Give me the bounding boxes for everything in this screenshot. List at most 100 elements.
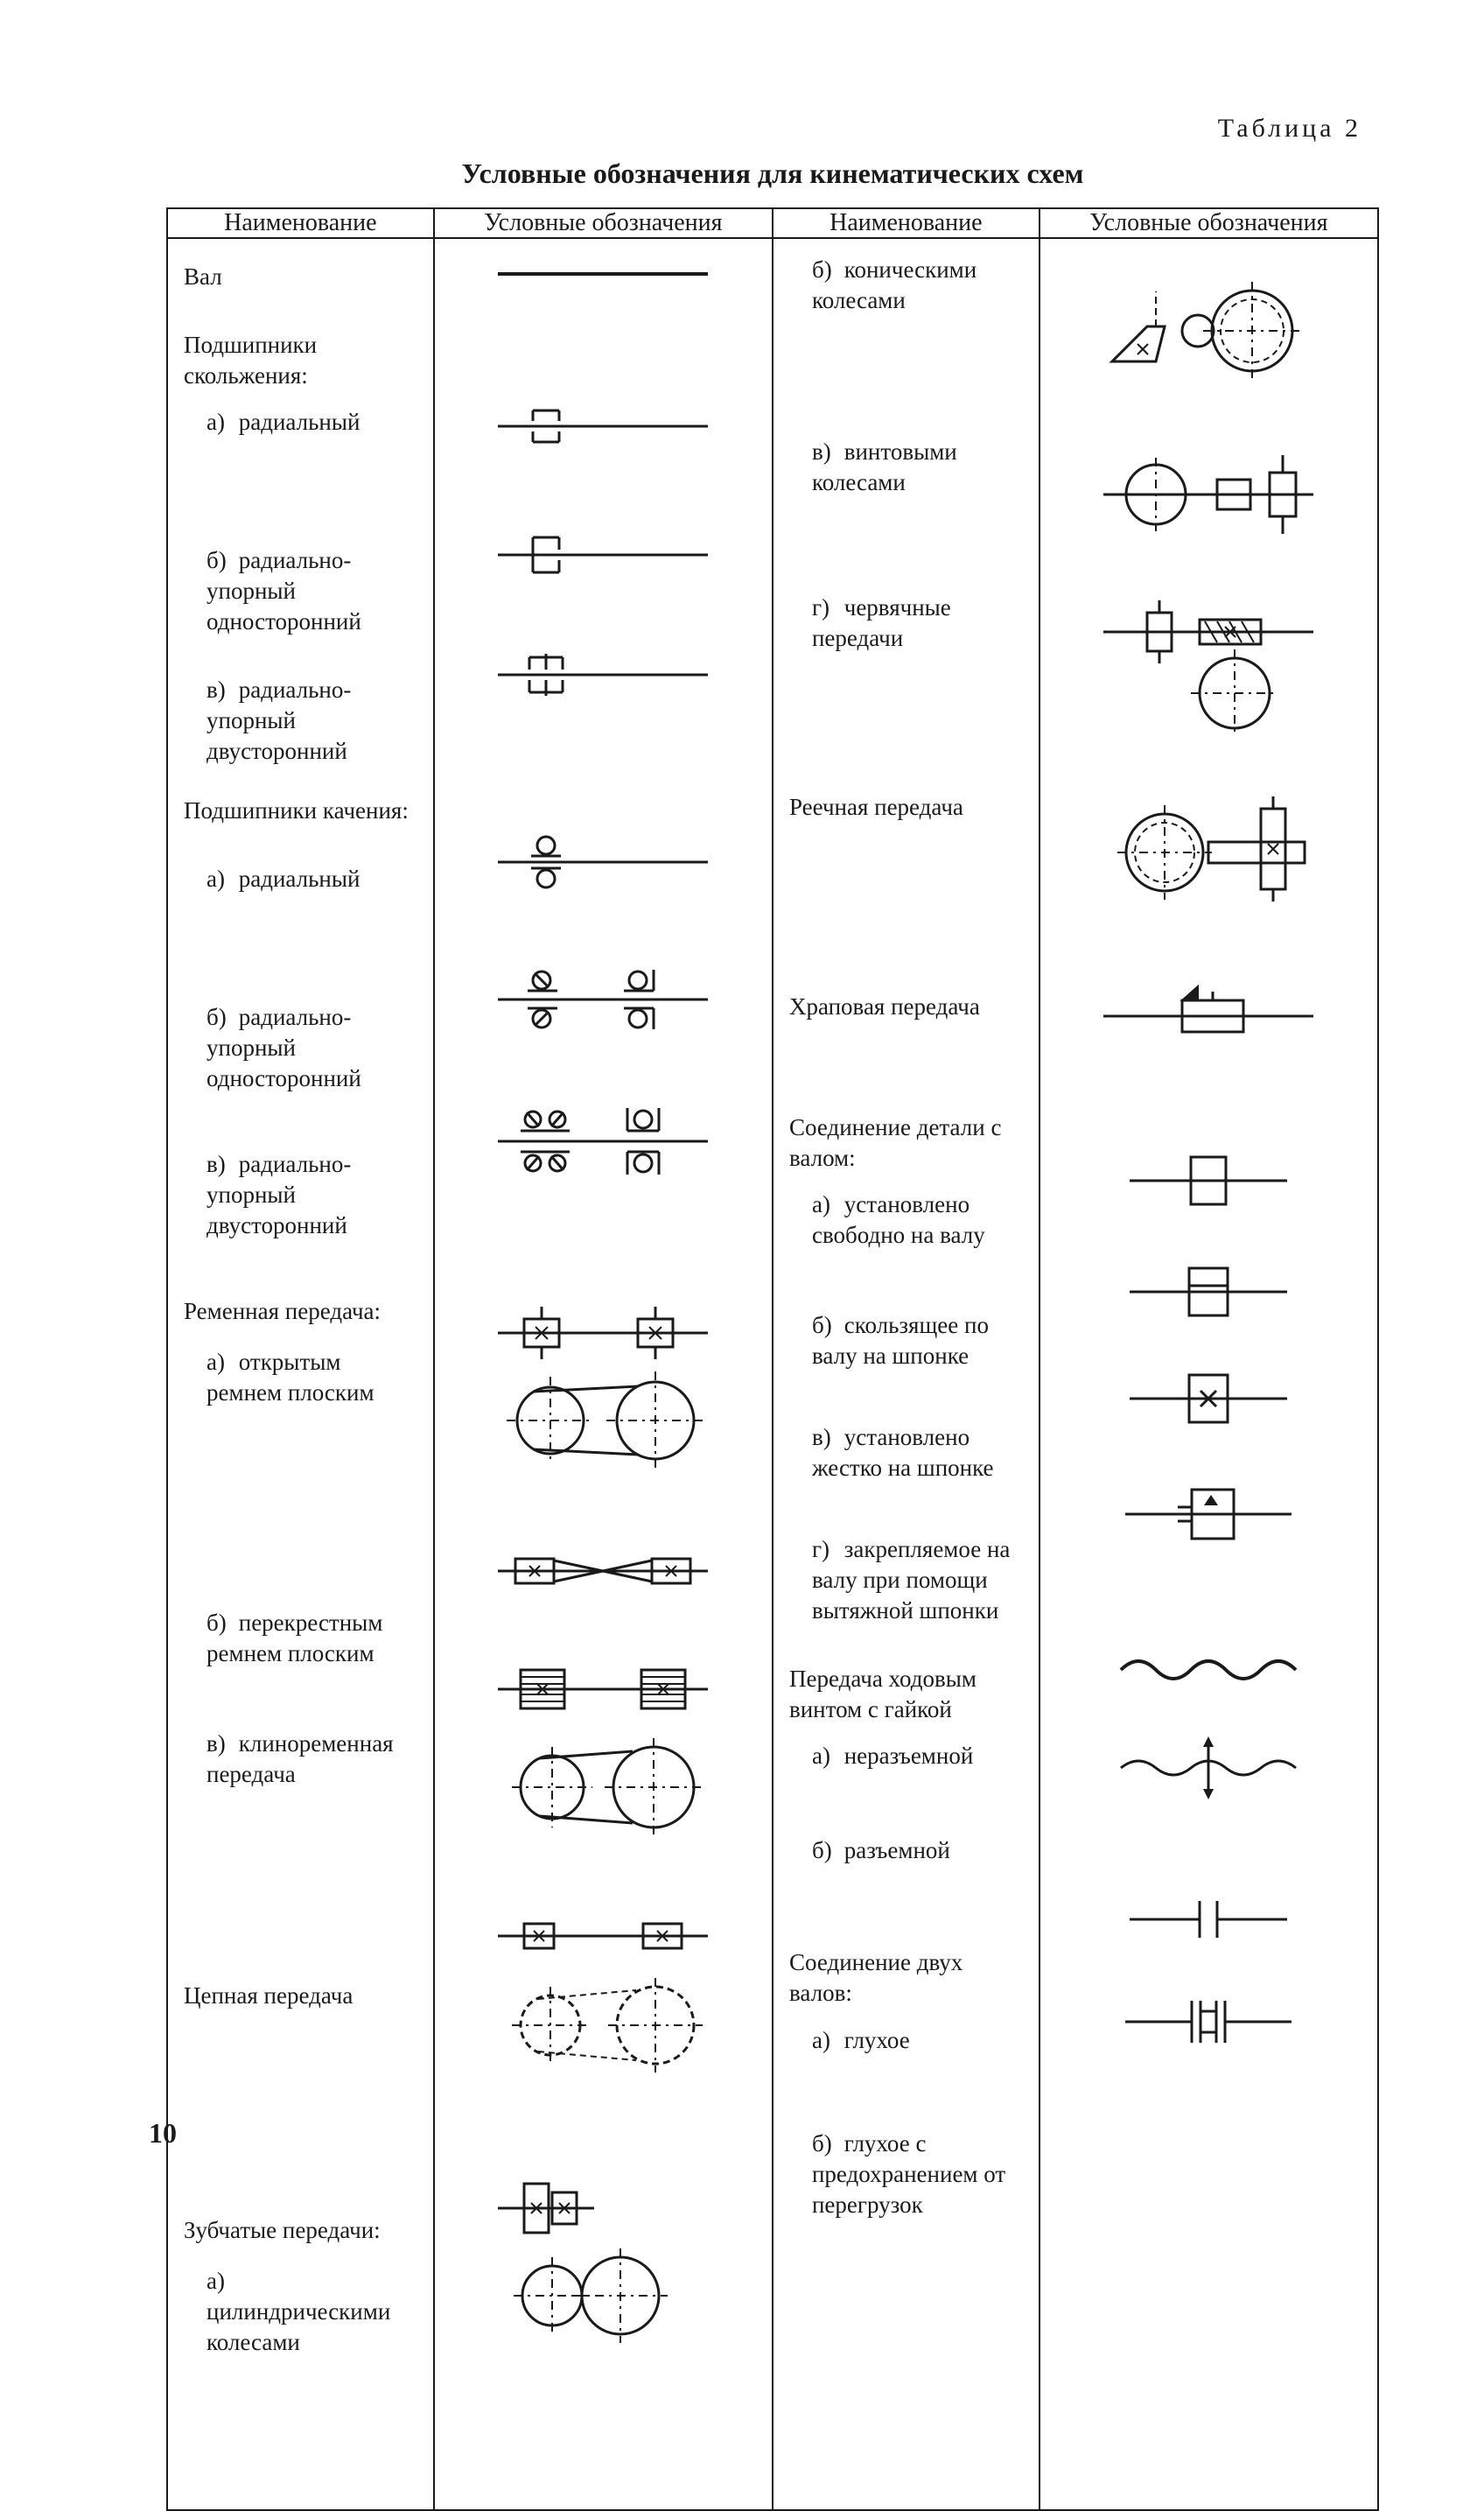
page-number: 10: [149, 2117, 177, 2150]
entry-heading: Соединение двух валов:: [789, 1947, 1026, 2009]
entry-text: установлено свободно на валу: [812, 1191, 985, 1248]
entry-sub: б) коническими колесами: [789, 255, 1026, 421]
symbol-empty: [444, 2110, 763, 2145]
symbol-gear_cone: [1049, 248, 1368, 414]
symbol-gear_screw: [1049, 424, 1368, 565]
entry-text: разъемной: [844, 1837, 950, 1863]
column-header-name-right: Наименование: [773, 208, 1040, 238]
entry-sub: а) цилиндрическими колесами: [184, 2266, 421, 2485]
symbol-column-left: [434, 238, 773, 2510]
symbol-empty: [444, 738, 763, 790]
entry-text: Подшипники качения:: [184, 797, 409, 824]
symbol-plain_radial: [444, 365, 763, 487]
symbol-belt_open: [444, 1263, 763, 1508]
entry-index: г): [812, 593, 838, 623]
entry-index: г): [812, 1534, 838, 1565]
entry-sub: б) разъемной: [789, 1835, 1026, 1932]
entry-text: Зубчатые передачи:: [184, 2217, 381, 2243]
entry-sub: а) неразъемной: [789, 1741, 1026, 1820]
entry-sub: в) винтовыми колесами: [789, 437, 1026, 577]
symbol-empty: [444, 1217, 763, 1252]
symbol-coupling_rigid: [1049, 1876, 1368, 1963]
entry-sub: а) радиальный: [184, 864, 421, 986]
entry-text: Соединение детали с валом:: [789, 1114, 1001, 1171]
symbol-gear_worm: [1049, 575, 1368, 759]
symbol-leadscrew_solid: [1049, 1631, 1368, 1709]
entry-sub: б) радиально-упорный односторонний: [184, 545, 421, 659]
entry-text: перекрестным ремнем плоским: [206, 1610, 382, 1666]
symbol-empty: [1049, 1079, 1368, 1118]
entry-index: а): [206, 407, 233, 438]
entry-index: а): [206, 864, 233, 894]
entry-index: а): [812, 1189, 838, 1220]
entry-index: в): [206, 1149, 233, 1180]
entry-sub: в) радиально-упорный двусторонний: [184, 1149, 421, 1280]
entry-index: б): [206, 545, 233, 576]
entry-sub: б) перекрестным ремнем плоским: [184, 1608, 421, 1713]
entry-text: глухое с предохранением от перегрузок: [812, 2130, 1005, 2218]
page: Таблица 2 Условные обозначения для кинем…: [0, 0, 1484, 2185]
entry-text: установлено жестко на шпонке: [812, 1424, 994, 1481]
symbol-belt_cross: [444, 1519, 763, 1624]
entry-index: в): [206, 1729, 233, 1759]
symbol-fit_slide: [1049, 1244, 1368, 1340]
entry-index: а): [812, 2025, 838, 2056]
entry-index: б): [206, 1608, 233, 1638]
symbol-shaft: [444, 248, 763, 300]
entry-text: радиальный: [239, 866, 360, 892]
entry-index: в): [812, 437, 838, 467]
entry-sub: г) закрепляемое на валу при помощи вытяж…: [789, 1534, 1026, 1648]
entry-index: б): [206, 1002, 233, 1033]
entry-text: скользящее по валу на шпонке: [812, 1312, 989, 1369]
symbol-fit_drawkey: [1049, 1457, 1368, 1571]
column-header-name-left: Наименование: [167, 208, 434, 238]
entry-sub: б) глухое с предохранением от перегрузок: [789, 2129, 1026, 2225]
entry-sub: в) радиально-упорный двусторонний: [184, 675, 421, 780]
entry-index: б): [812, 2129, 838, 2159]
entry-sub: а) установлено свободно на валу: [789, 1189, 1026, 1294]
symbols-table: Наименование Условные обозначения Наимен…: [166, 207, 1379, 2511]
entry-text: Ременная передача:: [184, 1298, 381, 1324]
entry-text: Подшипники скольжения:: [184, 332, 317, 389]
entry-index: б): [812, 1310, 838, 1341]
column-header-symbol-right: Условные обозначения: [1040, 208, 1378, 238]
entry-heading: Соединение детали с валом:: [789, 1112, 1026, 1174]
entry-text: неразъемной: [844, 1743, 974, 1769]
symbol-rack: [1049, 769, 1368, 953]
entry-index: в): [206, 675, 233, 705]
entry-text: Вал: [184, 263, 222, 290]
symbol-column-right: [1040, 238, 1378, 2510]
entry-sub: в) установлено жестко на шпонке: [789, 1422, 1026, 1519]
entry-sub: в) клиноременная передача: [184, 1729, 421, 1965]
entry-text: Храповая передача: [789, 993, 980, 1020]
entry-text: клиноременная передача: [206, 1730, 394, 1787]
symbol-chain: [444, 1881, 763, 2100]
entry-index: а): [206, 2266, 233, 2297]
entry-sub: б) скользящее по валу на шпонке: [789, 1310, 1026, 1406]
table-title: Условные обозначения для кинематических …: [166, 158, 1379, 190]
entry-heading: Цепная передача: [184, 1981, 421, 2199]
name-column-left: Вал Подшипники скольжения: а) радиальный б)…: [167, 238, 434, 2510]
entry-heading: Реечная передача: [789, 792, 1026, 976]
symbol-roll_thrust_one: [444, 934, 763, 1065]
entry-heading: Храповая передача: [789, 992, 1026, 1097]
symbol-gear_cyl: [444, 2156, 763, 2374]
column-header-symbol-left: Условные обозначения: [434, 208, 773, 238]
symbol-belt_v: [444, 1634, 763, 1870]
entry-sub: а) глухое: [789, 2025, 1026, 2113]
entry-index: б): [812, 255, 838, 285]
symbol-plain_thrust_one: [444, 498, 763, 612]
symbol-coupling_safety: [1049, 1974, 1368, 2070]
entry-sub: г) червячные передачи: [789, 593, 1026, 776]
entry-heading: Передача ходовым винтом с гайкой: [789, 1664, 1026, 1725]
entry-heading: Вал: [184, 262, 421, 314]
symbol-roll_radial: [444, 801, 763, 923]
symbol-leadscrew_split: [1049, 1720, 1368, 1816]
entry-text: закрепляемое на валу при помощи вытяжной…: [812, 1536, 1010, 1624]
name-column-right: б) коническими колесами в) винтовыми коле…: [773, 238, 1040, 2510]
symbol-fit_fixed: [1049, 1350, 1368, 1447]
entry-text: цилиндрическими колесами: [206, 2298, 390, 2355]
entry-text: Цепная передача: [184, 1982, 353, 2009]
entry-index: а): [206, 1347, 233, 1378]
entry-text: Соединение двух валов:: [789, 1949, 962, 2006]
